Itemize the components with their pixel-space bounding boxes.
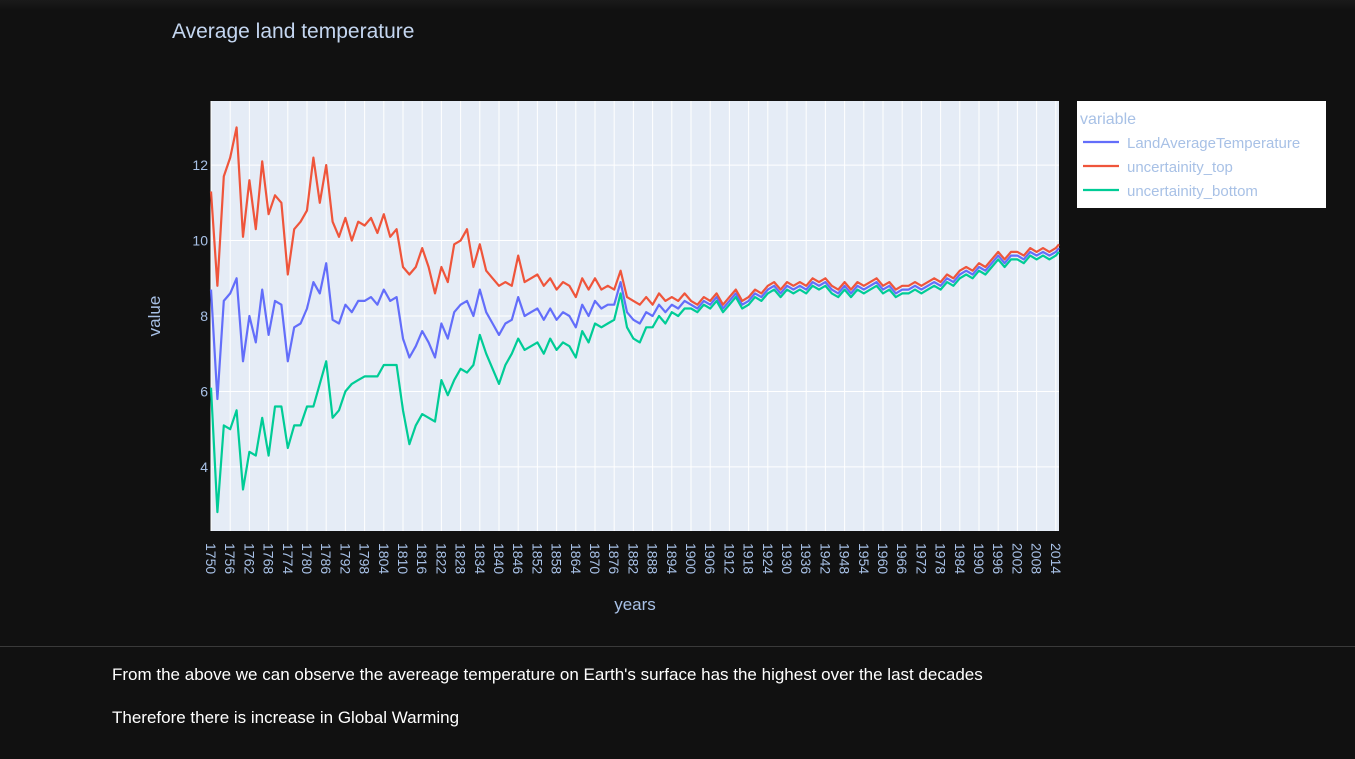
y-tick-label: 10: [192, 233, 208, 249]
line-chart: Average land temperature 4 6 8 10 12 1750 175…: [145, 20, 1326, 614]
legend-item-uncertainity_bottom[interactable]: uncertainity_bottom: [1083, 183, 1258, 200]
x-tick-label: 2014: [1048, 543, 1064, 574]
y-tick-label: 4: [200, 459, 208, 475]
grid-lines: [210, 101, 1059, 531]
legend-item-uncertainity_top[interactable]: uncertainity_top: [1083, 159, 1233, 176]
x-tick-label: 1882: [625, 543, 641, 574]
x-tick-label: 1756: [222, 543, 238, 574]
y-tick-labels: 4 6 8 10 12: [192, 157, 208, 475]
x-tick-label: 1948: [837, 543, 853, 574]
y-tick-label: 12: [192, 157, 208, 173]
x-tick-labels: 1750 1756 1762 1768 1774 1780 1786 1792 1798 1804…: [203, 543, 1064, 574]
x-tick-label: 1858: [549, 543, 565, 574]
series-line-uncertainity_top: [209, 126, 1060, 306]
x-tick-label: 1804: [376, 543, 392, 574]
x-tick-label: 1810: [395, 543, 411, 574]
chart-svg: Average land temperature 4 6 8 10 12 1750 175…: [145, 20, 1326, 614]
section-divider: [0, 646, 1355, 647]
x-tick-label: 1798: [357, 543, 373, 574]
x-tick-label: 1750: [203, 543, 219, 574]
legend[interactable]: variable LandAverageTemperature uncertain…: [1077, 101, 1326, 208]
legend-items: LandAverageTemperature uncertainity_topun…: [1083, 135, 1300, 200]
x-tick-label: 1954: [856, 543, 872, 574]
x-tick-label: 1762: [241, 543, 257, 574]
x-tick-label: 1984: [952, 543, 968, 574]
x-tick-label: 1774: [280, 543, 296, 574]
x-tick-label: 1930: [779, 543, 795, 574]
x-tick-label: 1966: [894, 543, 910, 574]
series-line-landaveragetemperature: [209, 247, 1060, 401]
conclusion-text: Therefore there is increase in Global Wa…: [112, 708, 460, 727]
x-tick-label: 1876: [606, 543, 622, 574]
x-tick-label: 1972: [913, 543, 929, 574]
y-tick-label: 6: [200, 383, 208, 399]
x-tick-label: 2002: [1009, 543, 1025, 574]
x-tick-label: 1864: [568, 543, 584, 574]
x-tick-label: 1978: [933, 543, 949, 574]
x-tick-label: 1834: [472, 543, 488, 574]
x-tick-label: 1822: [433, 543, 449, 574]
x-tick-label: 1960: [875, 543, 891, 574]
x-tick-label: 1912: [721, 543, 737, 574]
x-tick-label: 1924: [760, 543, 776, 574]
x-tick-label: 1846: [510, 543, 526, 574]
top-bar: [0, 0, 1355, 10]
x-tick-label: 1780: [299, 543, 315, 574]
x-tick-label: 1888: [645, 543, 661, 574]
x-tick-label: 1786: [318, 543, 334, 574]
observation-text: From the above we can observe the averea…: [112, 665, 983, 684]
legend-item-landaveragetemperature[interactable]: LandAverageTemperature: [1083, 135, 1300, 152]
chart-title: Average land temperature: [172, 20, 414, 43]
y-axis-label: value: [145, 296, 164, 337]
x-tick-label: 1918: [741, 543, 757, 574]
series-line-uncertainity_bottom: [209, 251, 1060, 514]
x-tick-label: 1936: [798, 543, 814, 574]
x-tick-label: 1852: [529, 543, 545, 574]
x-tick-label: 1996: [990, 543, 1006, 574]
x-tick-label: 1768: [261, 543, 277, 574]
legend-label: LandAverageTemperature: [1127, 135, 1300, 152]
x-tick-label: 1816: [414, 543, 430, 574]
x-tick-label: 1828: [453, 543, 469, 574]
x-tick-label: 1870: [587, 543, 603, 574]
legend-title: variable: [1080, 111, 1136, 128]
x-tick-label: 1792: [337, 543, 353, 574]
legend-label: uncertainity_top: [1127, 159, 1233, 176]
x-tick-label: 1894: [664, 543, 680, 574]
x-tick-label: 1900: [683, 543, 699, 574]
x-tick-label: 1840: [491, 543, 507, 574]
x-tick-label: 2008: [1029, 543, 1045, 574]
x-axis-label: years: [614, 595, 656, 614]
y-tick-label: 8: [200, 308, 208, 324]
x-tick-label: 1990: [971, 543, 987, 574]
x-tick-label: 1906: [702, 543, 718, 574]
series-lines: [209, 126, 1060, 514]
x-tick-label: 1942: [817, 543, 833, 574]
legend-label: uncertainity_bottom: [1127, 183, 1258, 200]
